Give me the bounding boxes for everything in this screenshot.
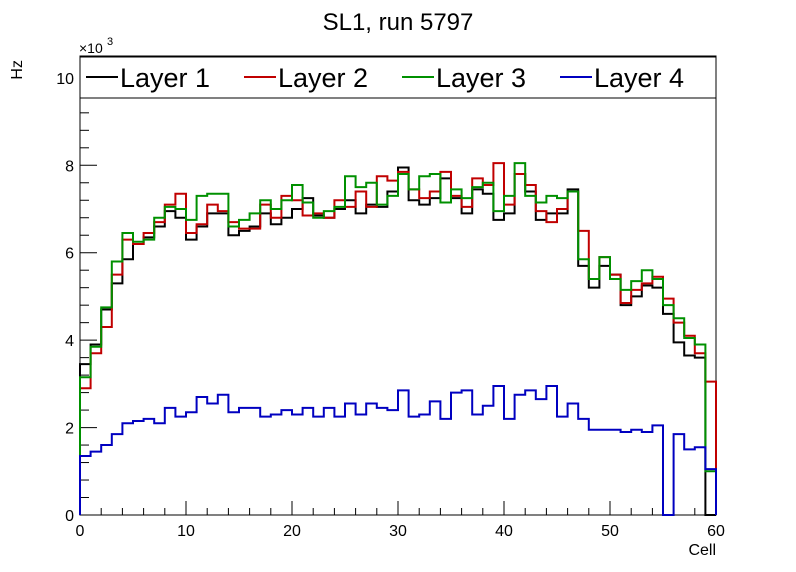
series-line-layer-1 — [79, 166, 716, 516]
legend-label: Layer 2 — [278, 63, 368, 93]
legend: Layer 1 Layer 2 Layer 3 Layer 4 — [79, 56, 717, 99]
x-tick-label: 50 — [601, 523, 619, 540]
y-tick-label: 6 — [65, 246, 74, 263]
legend-label: Layer 3 — [436, 63, 526, 93]
x-tick-label: 60 — [707, 523, 725, 540]
y-multiplier: ×10 3 — [79, 36, 113, 56]
x-axis: 0 10 20 30 40 50 60 — [76, 501, 725, 540]
x-tick-label: 0 — [76, 523, 85, 540]
chart-title: SL1, run 5797 — [323, 9, 474, 36]
legend-label: Layer 1 — [120, 63, 210, 93]
x-axis-label: Cell — [688, 542, 716, 559]
y-tick-label: 0 — [65, 508, 74, 525]
x-tick-label: 20 — [283, 523, 301, 540]
legend-label: Layer 4 — [594, 63, 684, 93]
y-multiplier-exponent: 3 — [107, 36, 113, 48]
x-tick-label: 40 — [495, 523, 513, 540]
x-tick-label: 30 — [389, 523, 407, 540]
y-tick-label: 2 — [65, 421, 74, 438]
y-tick-label: 8 — [65, 158, 74, 175]
series-layer — [79, 162, 717, 516]
y-tick-label: 4 — [65, 333, 74, 350]
series-line-layer-3 — [79, 162, 717, 515]
y-multiplier-base: ×10 — [79, 40, 103, 56]
y-tick-label: 10 — [56, 71, 74, 88]
legend-box — [79, 56, 717, 99]
y-axis-label: Hz — [9, 60, 26, 80]
x-tick-label: 10 — [177, 523, 195, 540]
series-line-layer-4 — [79, 385, 717, 516]
y-axis: 0 2 4 6 8 10 — [56, 59, 97, 525]
